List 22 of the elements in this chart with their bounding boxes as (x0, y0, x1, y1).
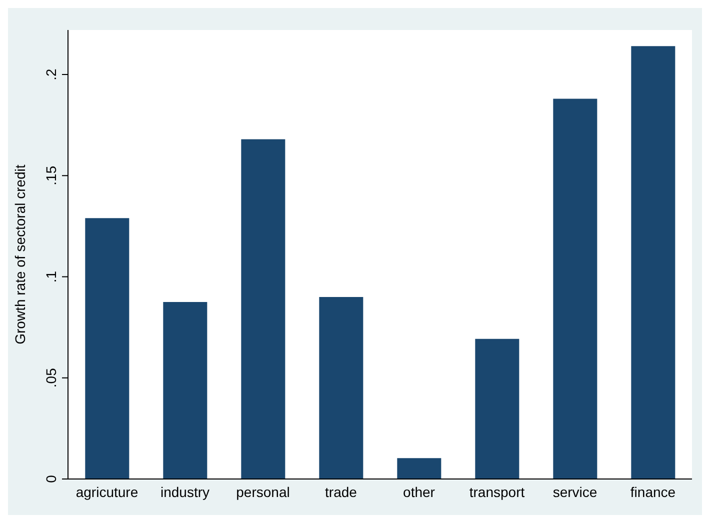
y-axis-title: Growth rate of sectoral credit (12, 164, 28, 344)
x-tick-label: trade (325, 484, 358, 500)
y-tick-label: 0 (43, 474, 59, 483)
bar (553, 98, 598, 479)
bar (631, 46, 676, 479)
x-tick-label: industry (160, 484, 210, 500)
y-tick-label: .15 (43, 166, 59, 186)
x-tick-label: service (552, 484, 598, 500)
x-tick-label: transport (469, 484, 525, 500)
bar (241, 139, 286, 479)
x-tick-label: personal (236, 484, 290, 500)
bar (319, 296, 364, 479)
y-tick-label: .05 (43, 368, 59, 388)
x-tick-label: agricuture (76, 484, 138, 500)
x-tick-label: finance (630, 484, 676, 500)
bar (85, 218, 130, 479)
bar (475, 338, 520, 479)
y-tick-label: .2 (43, 68, 59, 80)
x-tick-label: other (403, 484, 436, 500)
bar (163, 302, 208, 479)
bar (397, 458, 442, 479)
y-tick-label: .1 (43, 270, 59, 283)
